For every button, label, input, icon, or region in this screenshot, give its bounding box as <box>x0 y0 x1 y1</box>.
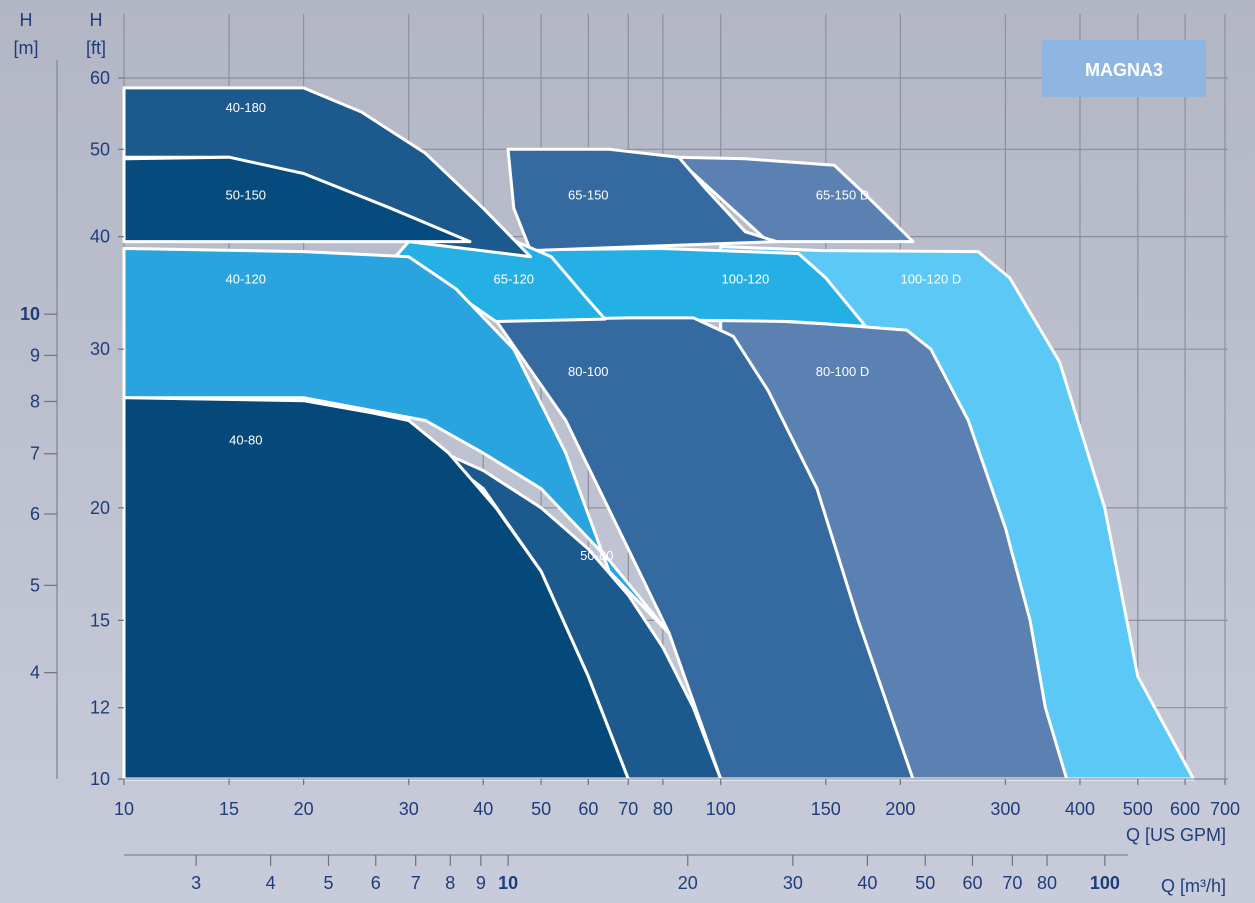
x-m3h-tick-label: 9 <box>476 873 486 893</box>
region-label: 100-120 <box>722 271 770 286</box>
y-m-tick-label: 8 <box>30 391 40 411</box>
y-axis-ft-unit: [ft] <box>86 38 106 58</box>
y-m-tick-label: 7 <box>30 444 40 464</box>
title-badge: MAGNA3 <box>1042 40 1206 97</box>
y-ft-tick-label: 50 <box>90 139 110 159</box>
x-m3h-tick-label: 3 <box>191 873 201 893</box>
y-m-tick-label: 9 <box>30 345 40 365</box>
x-gpm-tick-label: 15 <box>219 799 239 819</box>
x-gpm-tick-label: 30 <box>399 799 419 819</box>
x-gpm-tick-label: 600 <box>1170 799 1200 819</box>
pump-regions <box>122 86 1195 781</box>
y-axis-ft-title: H <box>90 10 103 30</box>
x-m3h-tick-label: 7 <box>411 873 421 893</box>
x-gpm-tick-label: 10 <box>114 799 134 819</box>
region-80-100 <box>494 316 915 781</box>
x-m3h-tick-label: 80 <box>1037 873 1057 893</box>
x-gpm-tick-label: 400 <box>1065 799 1095 819</box>
x-m3h-tick-label: 5 <box>323 873 333 893</box>
chart-title: MAGNA3 <box>1085 60 1163 80</box>
x-m3h-tick-label: 6 <box>371 873 381 893</box>
x-m3h-tick-label: 4 <box>266 873 276 893</box>
region-50-150 <box>122 155 472 244</box>
region-labels: 100-120 D 65-150 D 80-100 D 100-120 80-100 65… <box>226 100 962 563</box>
x-m3h-tick-label: 60 <box>962 873 982 893</box>
y-ft-tick-label: 20 <box>90 498 110 518</box>
title-badge-box <box>1042 40 1206 97</box>
region-label: 65-120 <box>494 271 534 286</box>
region-label: 50-80 <box>580 548 613 563</box>
region-label: 65-150 D <box>816 187 869 202</box>
y-axis-m-title: H <box>20 10 33 30</box>
x-gpm-tick-label: 80 <box>653 799 673 819</box>
region-label: 65-150 <box>568 187 608 202</box>
region-label: 80-100 D <box>816 364 869 379</box>
x-gpm-tick-label: 300 <box>990 799 1020 819</box>
x-gpm-tick-label: 20 <box>294 799 314 819</box>
region-label: 80-100 <box>568 364 608 379</box>
y-axis-m-unit: [m] <box>14 38 39 58</box>
x-m3h-tick-label: 10 <box>498 873 518 893</box>
x-gpm-tick-label: 60 <box>578 799 598 819</box>
y-ft-tick-label: 30 <box>90 339 110 359</box>
region-65-150 <box>506 147 778 253</box>
x-m3h-tick-label: 70 <box>1002 873 1022 893</box>
x-axis-m3h-title: Q [m³/h] <box>1161 876 1226 896</box>
region-40-120 <box>122 247 671 636</box>
region-label: 40-120 <box>226 271 266 286</box>
x-gpm-tick-label: 200 <box>885 799 915 819</box>
x-gpm-tick-label: 70 <box>618 799 638 819</box>
region-label: 40-80 <box>229 433 262 448</box>
x-m3h-tick-label: 20 <box>678 873 698 893</box>
x-m3h-tick-label: 100 <box>1090 873 1120 893</box>
region-label: 50-150 <box>226 187 266 202</box>
x-axis-gpm-title: Q [US GPM] <box>1126 825 1226 845</box>
x-m3h-tick-label: 40 <box>857 873 877 893</box>
x-gpm-tick-label: 700 <box>1210 799 1240 819</box>
y-ft-tick-label: 60 <box>90 68 110 88</box>
x-gpm-tick-label: 50 <box>531 799 551 819</box>
x-m3h-tick-label: 30 <box>783 873 803 893</box>
y-m-tick-label: 6 <box>30 504 40 524</box>
x-m3h-tick-label: 50 <box>915 873 935 893</box>
x-gpm-tick-label: 100 <box>706 799 736 819</box>
y-ft-tick-label: 15 <box>90 610 110 630</box>
x-gpm-tick-label: 500 <box>1123 799 1153 819</box>
y-m-tick-label: 10 <box>20 304 40 324</box>
x-gpm-tick-label: 40 <box>473 799 493 819</box>
x-m3h-tick-label: 8 <box>445 873 455 893</box>
y-ft-tick-label: 40 <box>90 227 110 247</box>
y-ft-tick-label: 12 <box>90 698 110 718</box>
y-ft-tick-label: 10 <box>90 769 110 789</box>
region-label: 40-180 <box>226 100 266 115</box>
y-m-tick-label: 4 <box>30 663 40 683</box>
region-label: 100-120 D <box>901 271 962 286</box>
x-gpm-tick-label: 150 <box>811 799 841 819</box>
y-m-tick-label: 5 <box>30 575 40 595</box>
